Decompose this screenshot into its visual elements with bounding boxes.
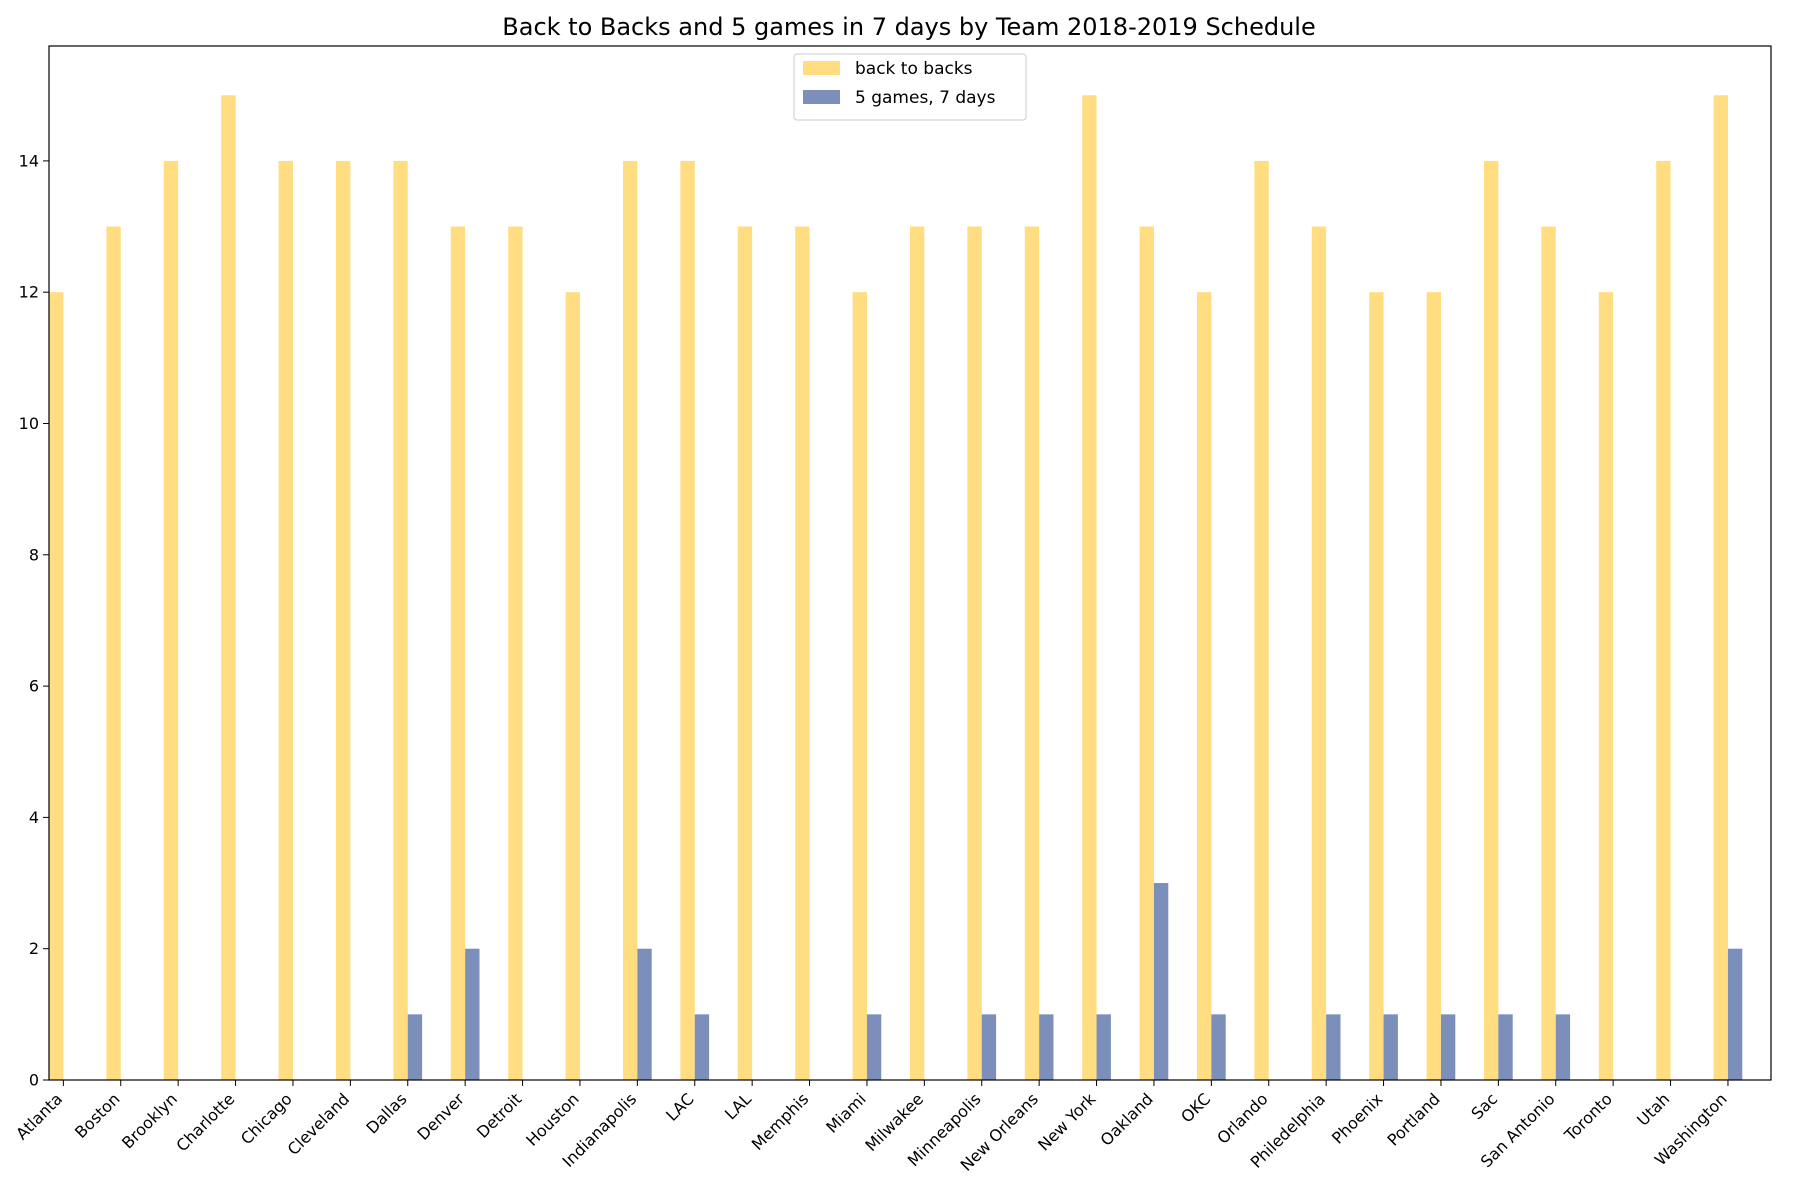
bar-5-games-7-days-dallas bbox=[407, 1014, 423, 1080]
x-axis: Atlanta BostonBrooklynCharlotteChicagoCle… bbox=[12, 1080, 1731, 1175]
x-tick-label-atlanta: Atlanta bbox=[12, 1089, 66, 1143]
x-tick-label-miami: Miami bbox=[822, 1089, 869, 1136]
bar-back-to-backs-boston bbox=[106, 226, 121, 1081]
x-tick-label-oakland: Oakland bbox=[1097, 1089, 1157, 1149]
legend-label-back-to-backs: back to backs bbox=[855, 59, 973, 79]
bar-back-to-backs-lal bbox=[737, 226, 753, 1081]
bar-back-to-backs-dallas bbox=[393, 160, 408, 1080]
y-tick-label: 12 bbox=[19, 283, 39, 302]
legend-box bbox=[793, 53, 1027, 121]
bar-back-to-backs-brooklyn bbox=[163, 160, 179, 1080]
bar-5-games-7-days-new-orleans bbox=[1039, 1014, 1054, 1080]
bar-5-games-7-days-lac bbox=[694, 1014, 710, 1080]
bar-back-to-backs-utah bbox=[1656, 160, 1671, 1080]
legend-swatch-back-to-backs bbox=[803, 61, 840, 75]
bar-5-games-7-days-minneapolis bbox=[981, 1014, 997, 1080]
x-tick-label-houston: Houston bbox=[522, 1089, 582, 1149]
legend-swatch-5-games-7-days bbox=[803, 90, 840, 104]
bar-back-to-backs-memphis bbox=[795, 226, 810, 1081]
bar-5-games-7-days-new-york bbox=[1096, 1014, 1111, 1080]
bar-5-games-7-days-san-antonio bbox=[1555, 1014, 1571, 1080]
bar-5-games-7-days-okc bbox=[1211, 1014, 1226, 1080]
bar-back-to-backs-washington bbox=[1713, 95, 1728, 1080]
x-tick-label-utah: Utah bbox=[1633, 1089, 1673, 1129]
x-tick-label-portland: Portland bbox=[1383, 1089, 1443, 1149]
x-tick-label-sac: Sac bbox=[1467, 1089, 1501, 1123]
bar-back-to-backs-philedelphia bbox=[1311, 226, 1327, 1081]
x-tick-label-lac: LAC bbox=[662, 1089, 697, 1124]
bar-back-to-backs-houston bbox=[565, 292, 580, 1080]
bar-back-to-backs-indianapolis bbox=[623, 160, 638, 1080]
x-tick-label-toronto: Toronto bbox=[1560, 1089, 1616, 1145]
x-tick-label-phoenix: Phoenix bbox=[1328, 1089, 1386, 1147]
bar-back-to-backs-oakland bbox=[1139, 226, 1154, 1081]
x-tick-label-orlando: Orlando bbox=[1213, 1089, 1271, 1147]
bar-5-games-7-days-washington bbox=[1727, 948, 1743, 1080]
bar-back-to-backs-toronto bbox=[1598, 292, 1614, 1080]
bar-back-to-backs-cleveland bbox=[336, 160, 351, 1080]
bar-back-to-backs-orlando bbox=[1254, 160, 1269, 1080]
x-tick-label-denver: Denver bbox=[413, 1089, 468, 1144]
legend-label-5-games-7-days: 5 games, 7 days bbox=[855, 88, 996, 108]
legend: back to backs 5 games, 7 days bbox=[793, 53, 1027, 121]
bar-5-games-7-days-indianapolis bbox=[637, 948, 652, 1080]
x-tick-label-okc: OKC bbox=[1177, 1089, 1214, 1126]
plot-frame bbox=[48, 45, 1772, 1081]
y-tick-label: 6 bbox=[29, 677, 39, 696]
x-tick-label-brooklyn: Brooklyn bbox=[118, 1089, 181, 1152]
bar-back-to-backs-new-orleans bbox=[1024, 226, 1040, 1081]
y-tick-label: 10 bbox=[19, 414, 39, 433]
bar-5-games-7-days-miami bbox=[866, 1014, 882, 1080]
x-tick-label-boston: Boston bbox=[71, 1089, 124, 1142]
y-axis: 0 2 4 6 8 10 12 14 bbox=[19, 151, 49, 1090]
bar-back-to-backs-phoenix bbox=[1369, 292, 1384, 1080]
chart-title: Back to Backs and 5 games in 7 days by T… bbox=[502, 13, 1315, 41]
bar-back-to-backs-portland bbox=[1426, 292, 1441, 1080]
bar-back-to-backs-detroit bbox=[508, 226, 523, 1081]
bar-back-to-backs-atlanta bbox=[49, 292, 64, 1080]
x-tick-label-detroit: Detroit bbox=[473, 1089, 525, 1141]
x-tick-label-charlotte: Charlotte bbox=[172, 1089, 238, 1155]
x-tick-label-cleveland: Cleveland bbox=[284, 1089, 354, 1159]
bar-5-games-7-days-denver bbox=[465, 948, 480, 1080]
x-tick-label-dallas: Dallas bbox=[362, 1089, 410, 1137]
bar-back-to-backs-new-york bbox=[1082, 95, 1097, 1080]
bar-5-games-7-days-phoenix bbox=[1383, 1014, 1398, 1080]
bar-back-to-backs-chicago bbox=[278, 160, 293, 1080]
bar-back-to-backs-denver bbox=[450, 226, 466, 1081]
bar-back-to-backs-lac bbox=[680, 160, 695, 1080]
bar-5-games-7-days-sac bbox=[1498, 1014, 1513, 1080]
x-tick-label-chicago: Chicago bbox=[237, 1089, 296, 1148]
y-tick-label: 4 bbox=[29, 808, 39, 827]
bar-back-to-backs-okc bbox=[1197, 292, 1212, 1080]
y-tick-label: 8 bbox=[29, 545, 39, 564]
bar-5-games-7-days-philedelphia bbox=[1326, 1014, 1341, 1080]
y-tick-label: 2 bbox=[29, 939, 39, 958]
bar-back-to-backs-miami bbox=[852, 292, 867, 1080]
bar-back-to-backs-minneapolis bbox=[967, 226, 982, 1081]
y-tick-label: 14 bbox=[19, 151, 39, 170]
y-tick-label: 0 bbox=[29, 1071, 39, 1090]
bar-back-to-backs-sac bbox=[1484, 160, 1499, 1080]
bar-back-to-backs-milwakee bbox=[910, 226, 925, 1081]
x-tick-label-memphis: Memphis bbox=[748, 1089, 813, 1154]
bars-layer bbox=[49, 95, 1743, 1081]
bar-back-to-backs-charlotte bbox=[221, 95, 236, 1080]
bar-back-to-backs-san-antonio bbox=[1541, 226, 1556, 1081]
bar-5-games-7-days-portland bbox=[1440, 1014, 1456, 1080]
x-tick-label-new-york: New York bbox=[1034, 1089, 1100, 1155]
bar-5-games-7-days-oakland bbox=[1153, 883, 1169, 1080]
x-tick-label-lal: LAL bbox=[721, 1089, 755, 1123]
